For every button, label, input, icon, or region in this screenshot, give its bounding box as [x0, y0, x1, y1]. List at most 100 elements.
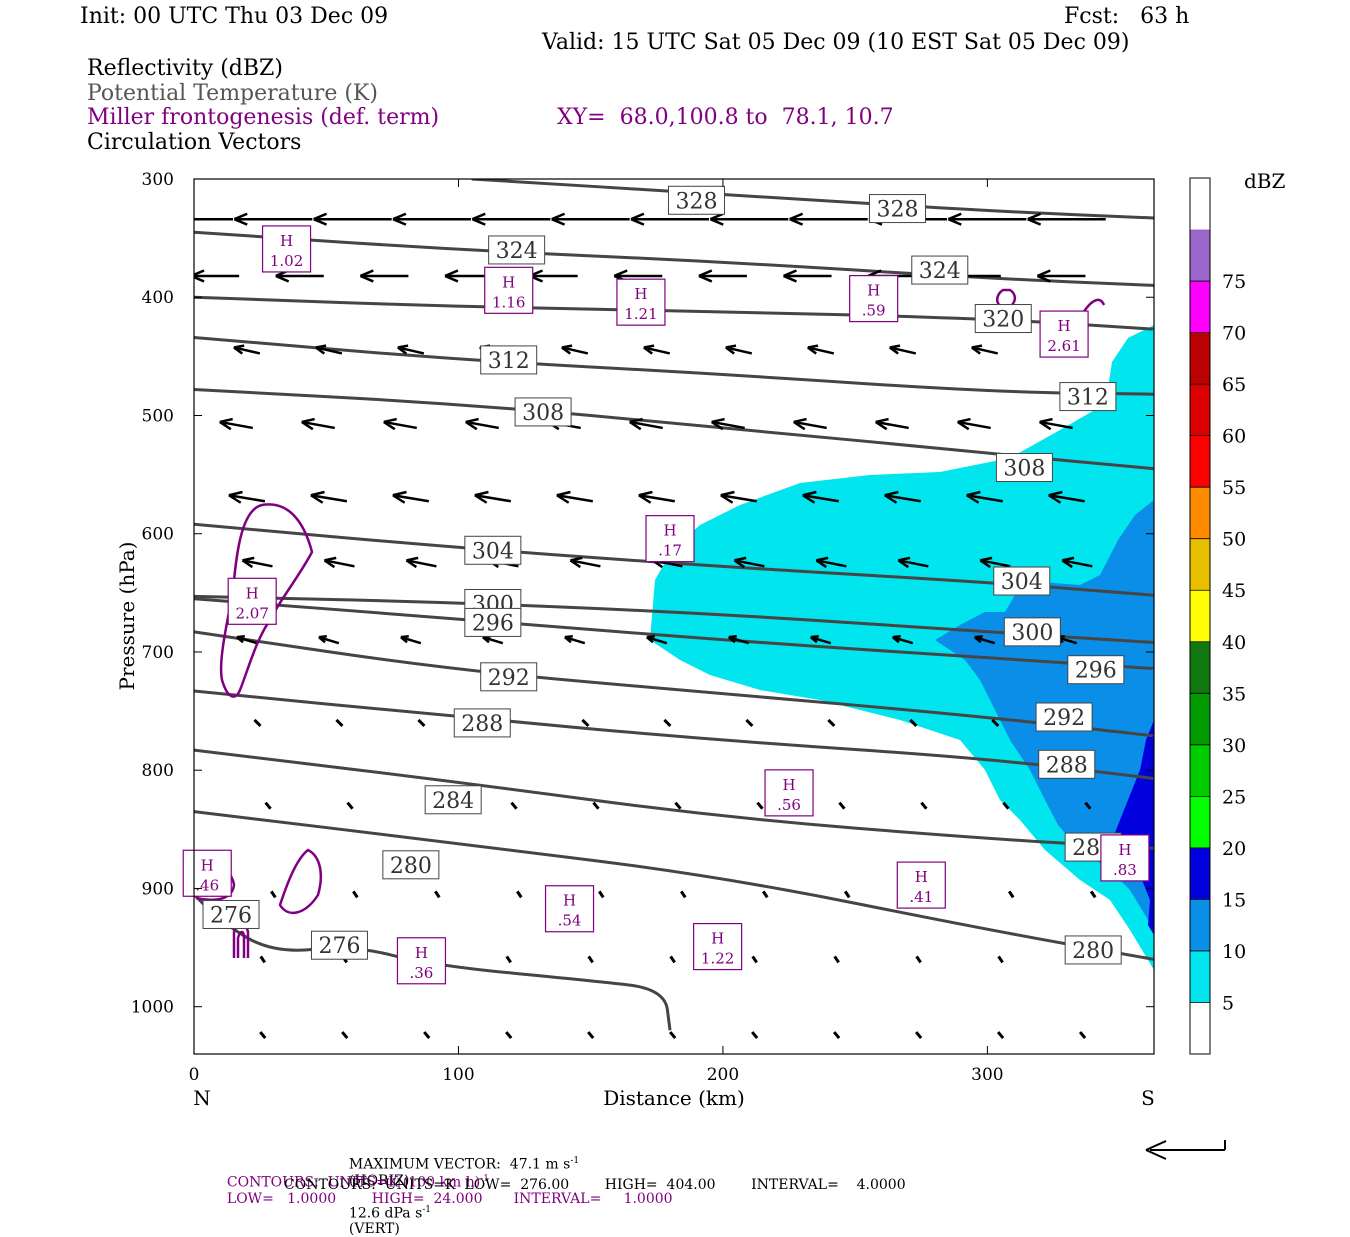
circulation-vector [587, 1031, 595, 1040]
max-vector-exp: -1 [570, 1156, 580, 1166]
frontogenesis-max-value: 2.61 [1047, 337, 1080, 355]
colorbar-segment [1190, 384, 1210, 436]
circulation-vector [359, 269, 409, 283]
max-vector-horiz: (HORIZ) [348, 1172, 410, 1189]
theta-contour-line [194, 230, 1154, 287]
circulation-vector [397, 344, 425, 355]
theta-label-box [202, 899, 260, 929]
circulation-vector [832, 1031, 841, 1040]
circulation-vector [884, 490, 921, 504]
colorbar-label: 20 [1222, 838, 1246, 860]
max-vector-vert-value: 12.6 dPa s [348, 1205, 423, 1222]
circulation-vector [669, 1031, 677, 1040]
colorbar: 5 10 15 20 25 30 35 40 45 50 55 60 65 70 75 [1189, 177, 1246, 1055]
circulation-vector [838, 801, 846, 810]
circulation-vector [434, 890, 441, 899]
circulation-vector [751, 1031, 759, 1040]
theta-label: 284 [432, 789, 474, 814]
frontogenesis-max-marker: H [663, 522, 676, 540]
circulation-vector [711, 417, 745, 431]
circulation-vector [996, 1031, 1005, 1040]
theta-label: 308 [1003, 457, 1045, 482]
theta-label-box [488, 235, 546, 265]
theta-label: 312 [488, 349, 530, 374]
circulation-vector [827, 718, 836, 727]
circulation-vector [793, 417, 827, 431]
theta-contour-line [471, 179, 1154, 220]
colorbar-segment [1190, 899, 1210, 951]
theta-label-box [464, 535, 522, 565]
circulation-vector [1078, 1031, 1087, 1040]
theta-label-box [424, 785, 482, 815]
max-vector-vert: (VERT) [348, 1221, 400, 1237]
circulation-vector [392, 490, 430, 504]
x-axis-label: Distance (km) [603, 1086, 745, 1110]
circulation-vector [556, 490, 594, 504]
theta-label-box [382, 850, 440, 880]
circulation-vector [1089, 890, 1097, 899]
frontogenesis-max-marker: H [711, 930, 724, 948]
frontogenesis-max-marker: H [563, 892, 576, 910]
theta-label-box [310, 930, 368, 960]
circulation-vector [270, 890, 277, 899]
theta-contour-line [194, 522, 1154, 597]
circulation-vector [643, 344, 671, 355]
frontogenesis-labels: H 1.02 H 1.16 H 1.21 H .59 H 2.61 H .17 H 2.07 H .56 H .4… [182, 225, 1150, 985]
field-vectors: Circulation Vectors [87, 130, 302, 155]
circulation-vector [264, 801, 272, 810]
circulation-vector [674, 801, 682, 810]
circulation-vector [516, 890, 523, 899]
circulation-vector [592, 801, 600, 810]
contours-theta-line: CONTOURS: UNITS=K LOW= 276.00 HIGH= 404.… [284, 1177, 906, 1193]
y-tick-label: 600 [142, 525, 174, 545]
frontogenesis-max-box [693, 922, 743, 971]
theta-label: 300 [1011, 621, 1053, 646]
frontogenesis-max-box [645, 515, 695, 563]
frontogenesis-max-value: .41 [909, 888, 933, 906]
circulation-vector [725, 344, 753, 355]
frontogenesis-max-marker: H [280, 232, 293, 250]
circulation-vector [1002, 801, 1010, 810]
x-tick-label: 0 [189, 1065, 200, 1085]
north-label: N [193, 1086, 211, 1110]
theta-contour-line [194, 335, 1154, 396]
theta-label: 296 [472, 611, 514, 636]
circulation-vector [219, 417, 254, 431]
frontogenesis-max-marker: H [1058, 317, 1071, 335]
theta-label-box [1064, 935, 1122, 965]
theta-labels: 328 3283243243203123123083083043043003002… [202, 185, 1125, 965]
circulation-vector [807, 344, 835, 355]
theta-label: 288 [461, 712, 503, 737]
colorbar-label: 75 [1222, 271, 1246, 293]
contours-fronto-exp: -1 [480, 1174, 489, 1184]
frontogenesis-max-box [227, 577, 277, 625]
frontogenesis-max-box [764, 769, 814, 817]
theta-label: 328 [675, 189, 717, 214]
field-theta: Potential Temperature (K) [87, 81, 378, 106]
circulation-vector [920, 801, 928, 810]
frontogenesis-max-marker: H [782, 776, 795, 794]
circulation-vector [956, 417, 991, 431]
frontogenesis-max-value: 1.02 [270, 252, 303, 270]
circulation-vector [318, 635, 340, 645]
circulation-vector [465, 417, 499, 431]
circulation-vector [505, 955, 512, 964]
cross-section-chart: 328 3283243243203123123083083043043003002… [115, 169, 1286, 1160]
colorbar-segment [1190, 590, 1210, 642]
circulation-vector [1061, 556, 1093, 569]
circulation-vector [569, 556, 601, 569]
circulation-vector [392, 212, 472, 226]
colorbar-segment [1190, 538, 1210, 591]
circulation-vector [194, 269, 240, 283]
circulation-vector [1048, 490, 1085, 504]
max-vector-text: MAXIMUM VECTOR: 47.1 m s [348, 1156, 571, 1173]
circulation-vector [909, 718, 918, 727]
circulation-vector [236, 635, 258, 645]
reference-vector [1145, 1140, 1226, 1160]
circulation-vector [417, 718, 426, 727]
circulation-vector [301, 417, 336, 431]
frontogenesis-max-marker: H [915, 868, 928, 886]
circulation-vector [471, 212, 551, 226]
circulation-vector [815, 556, 847, 569]
frontogenesis-max-marker: H [415, 944, 428, 962]
